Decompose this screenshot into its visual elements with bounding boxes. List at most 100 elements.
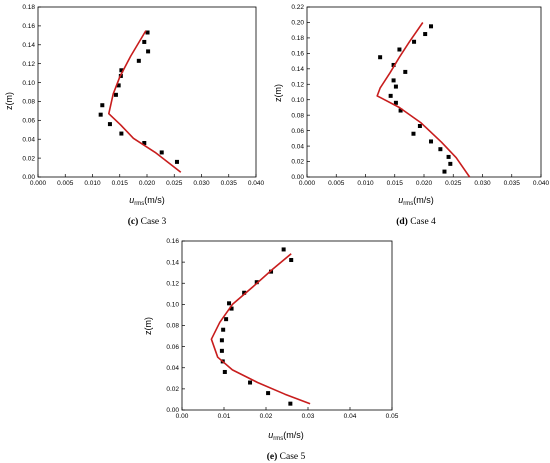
measured-point [113, 92, 118, 97]
x-tick-label: 0.015 [112, 180, 129, 187]
measured-point [378, 55, 383, 60]
y-tick-label: 0.22 [291, 4, 304, 11]
measured-point [397, 47, 402, 52]
measured-point [219, 348, 224, 353]
measured-point [288, 401, 293, 406]
model-curve [376, 22, 471, 178]
measured-point [224, 317, 229, 322]
x-tick-label: 0.040 [248, 180, 265, 187]
measured-point [438, 147, 443, 152]
measured-point [412, 39, 417, 44]
y-tick-label: 0.16 [22, 23, 35, 30]
measured-point [107, 122, 112, 127]
model-curve [210, 253, 311, 405]
measured-point [289, 258, 294, 263]
measured-point [398, 108, 403, 113]
y-tick-label: 0.00 [166, 407, 179, 414]
y-tick-label: 0.16 [166, 238, 179, 245]
x-tick-label: 0.05 [386, 413, 399, 420]
x-axis-label: urms(m/s) [129, 195, 165, 207]
y-tick-label: 0.14 [22, 42, 35, 49]
measured-point [221, 327, 226, 332]
y-tick-label: 0.06 [166, 344, 179, 351]
measured-point [393, 100, 398, 105]
x-tick-label: 0.01 [218, 413, 231, 420]
y-tick-label: 0.10 [291, 97, 304, 104]
y-tick-label: 0.06 [291, 128, 304, 135]
model-curve [108, 30, 182, 173]
measured-point [145, 30, 150, 35]
y-tick-label: 0.08 [166, 323, 179, 330]
measured-point [174, 159, 179, 164]
y-tick-label: 0.04 [22, 136, 35, 143]
y-tick-label: 0.18 [291, 35, 304, 42]
x-tick-label: 0.035 [221, 180, 238, 187]
y-tick-label: 0.12 [291, 81, 304, 88]
x-tick-label: 0.010 [357, 180, 374, 187]
y-tick-label: 0.06 [22, 118, 35, 125]
measured-point [136, 58, 141, 63]
measured-point [219, 338, 224, 343]
measured-point [142, 141, 147, 145]
measured-point [281, 247, 286, 252]
panel-case-5: 0.00 0.01 0.02 0.03 0.04 0.05 0.00 0.02 0.04 0.06… [143, 238, 399, 462]
panel-caption: (c) Case 3 [128, 216, 167, 227]
x-tick-label: 0.030 [193, 180, 210, 187]
x-tick-label: 0.035 [504, 180, 521, 187]
measured-point [388, 93, 393, 98]
y-tick-label: 0.00 [291, 174, 304, 181]
y-tick-label: 0.18 [22, 4, 35, 11]
y-tick-label: 0.14 [291, 66, 304, 73]
x-tick-label: 0.03 [302, 413, 315, 420]
x-tick-label: 0.005 [57, 180, 74, 187]
measured-point [429, 139, 434, 144]
measured-point [411, 131, 416, 136]
measured-point [142, 39, 147, 44]
measured-point [442, 169, 447, 174]
measured-point [229, 306, 234, 311]
y-tick-label: 0.00 [22, 174, 35, 181]
y-axis-label: z(m) [143, 317, 153, 335]
measured-point [119, 131, 124, 136]
measured-point [242, 290, 247, 295]
measured-point [98, 112, 103, 117]
x-axis-label: urms(m/s) [398, 195, 434, 207]
x-tick-label: 0.040 [533, 180, 550, 187]
measured-point [391, 78, 396, 83]
y-tick-label: 0.16 [291, 51, 304, 58]
x-tick-label: 0.000 [30, 180, 47, 187]
x-tick-label: 0.02 [260, 413, 273, 420]
y-tick-label: 0.02 [166, 386, 179, 393]
y-tick-label: 0.02 [291, 159, 304, 166]
measured-point [119, 68, 124, 73]
x-tick-label: 0.025 [166, 180, 183, 187]
y-tick-label: 0.10 [22, 80, 35, 87]
y-tick-label: 0.08 [291, 112, 304, 119]
measured-point [448, 161, 453, 166]
y-tick-label: 0.12 [166, 280, 179, 287]
y-axis-label: z(m) [273, 84, 283, 102]
measured-point [159, 150, 164, 155]
x-tick-label: 0.030 [474, 180, 491, 187]
x-tick-label: 0.00 [176, 413, 189, 420]
x-tick-label: 0.020 [139, 180, 156, 187]
measured-point [446, 154, 451, 159]
y-tick-label: 0.14 [166, 259, 179, 266]
x-tick-label: 0.025 [445, 180, 462, 187]
x-tick-label: 0.005 [328, 180, 345, 187]
x-tick-label: 0.000 [299, 180, 316, 187]
measured-point [423, 32, 428, 37]
measured-point [227, 301, 232, 306]
panel-case-3: 0.000 0.005 0.010 0.015 0.020 0.025 0.030 0.035… [4, 4, 265, 227]
measured-point [116, 83, 121, 88]
measured-point [429, 24, 434, 29]
panel-case-4: 0.000 0.005 0.010 0.015 0.020 0.025 0.030 0.035… [273, 4, 550, 227]
measured-point [417, 124, 422, 128]
panel-caption: (e) Case 5 [267, 451, 306, 462]
y-tick-label: 0.04 [166, 365, 179, 372]
measured-point [403, 69, 408, 74]
panel-caption: (d) Case 4 [396, 216, 436, 227]
measured-point [248, 380, 253, 385]
y-tick-label: 0.02 [22, 155, 35, 162]
